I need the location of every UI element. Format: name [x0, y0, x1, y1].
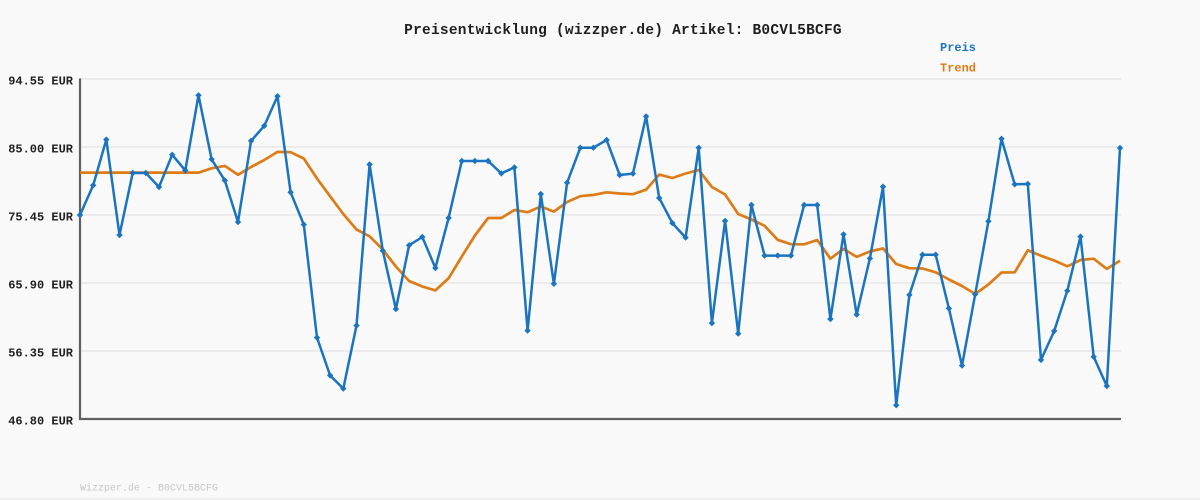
svg-text:Preis: Preis [940, 41, 976, 55]
svg-text:85.00 EUR: 85.00 EUR [8, 143, 74, 157]
svg-text:94.55 EUR: 94.55 EUR [8, 75, 74, 89]
svg-text:Preisentwicklung (wizzper.de): Preisentwicklung (wizzper.de) Artikel: B… [404, 23, 842, 39]
svg-text:Trend: Trend [940, 62, 976, 76]
svg-text:46.80 EUR: 46.80 EUR [8, 415, 74, 429]
svg-text:65.90 EUR: 65.90 EUR [8, 279, 74, 293]
svg-text:75.45 EUR: 75.45 EUR [8, 211, 74, 225]
svg-text:Wizzper.de - B0CVL5BCFG: Wizzper.de - B0CVL5BCFG [80, 483, 218, 495]
svg-text:56.35 EUR: 56.35 EUR [8, 347, 74, 361]
